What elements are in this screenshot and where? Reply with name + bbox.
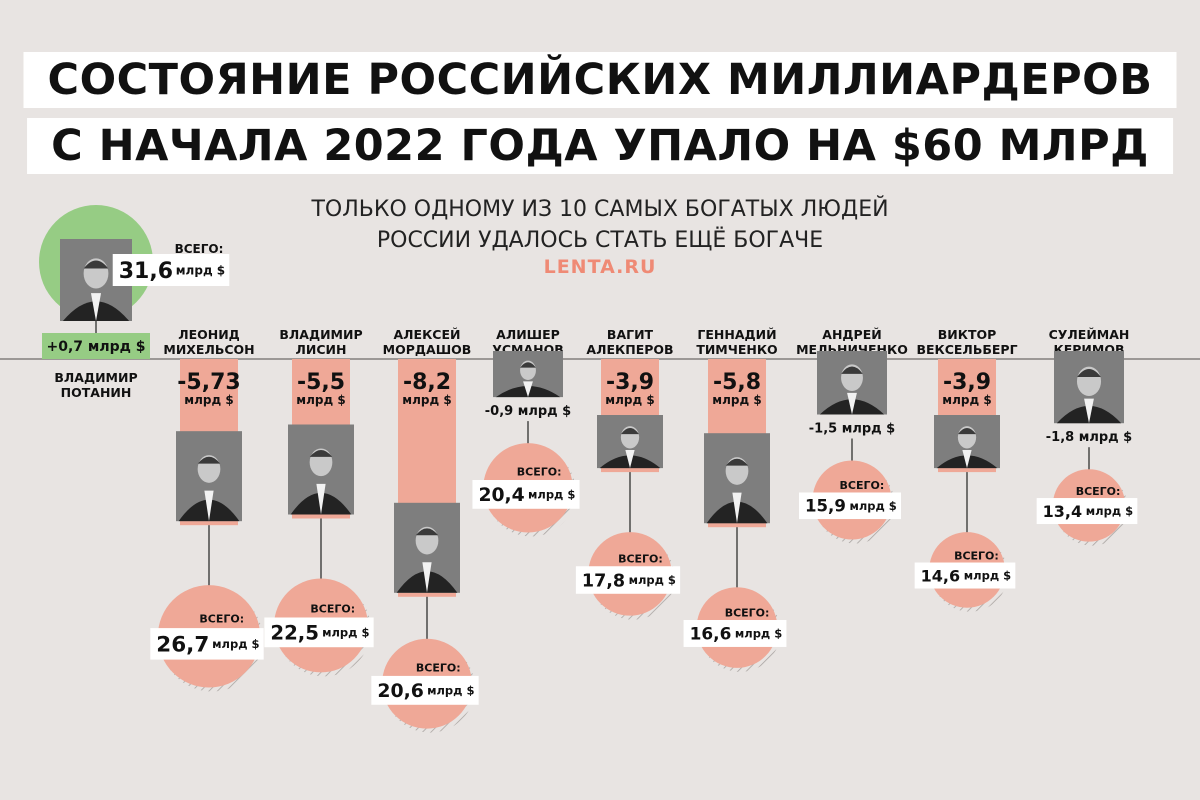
total-pill: 26,7 млрд $: [150, 628, 264, 660]
portrait: [817, 351, 887, 415]
total-label: ВСЕГО:: [310, 603, 355, 616]
total-pill: 16,6 млрд $: [683, 619, 787, 647]
total-value: 20,4: [478, 485, 524, 506]
name-line-2: МОРДАШОВ: [383, 342, 472, 357]
change-label: -5,73: [177, 370, 240, 395]
portrait: [1054, 351, 1124, 424]
name-line-1: ВЛАДИМИР: [279, 327, 362, 342]
portrait: [934, 415, 1000, 469]
total-label: ВСЕГО:: [199, 612, 244, 625]
total-label: ВСЕГО:: [517, 466, 562, 479]
name-line-1: СУЛЕЙМАН: [1049, 327, 1130, 342]
title-line-1: СОСТОЯНИЕ РОССИЙСКИХ МИЛЛИАРДЕРОВ: [23, 52, 1177, 108]
change-unit: млрд $: [184, 393, 233, 407]
change-label: -0,9 млрд $: [485, 404, 571, 419]
total-value: 16,6: [690, 624, 732, 644]
name-line-1: ВАГИТ: [607, 327, 654, 342]
change-label: -5,8: [713, 370, 761, 395]
change-unit: млрд $: [605, 393, 654, 407]
total-value: 22,5: [270, 621, 319, 644]
portrait: [394, 502, 460, 593]
total-pill: 14,6 млрд $: [914, 562, 1016, 589]
total-value: 31,6: [119, 259, 173, 284]
total-unit: млрд $: [1086, 504, 1133, 518]
total-unit: млрд $: [322, 626, 369, 640]
total-label: ВСЕГО:: [1076, 485, 1121, 498]
name-line-2: ЛИСИН: [296, 342, 347, 357]
change-unit: млрд $: [296, 393, 345, 407]
name-line-2: ПОТАНИН: [61, 385, 132, 400]
name-line-1: АЛИШЕР: [496, 327, 560, 342]
subtitle-line-1: ТОЛЬКО ОДНОМУ ИЗ 10 САМЫХ БОГАТЫХ ЛЮДЕЙ: [311, 197, 889, 222]
total-unit: млрд $: [735, 627, 782, 641]
change-unit: млрд $: [712, 393, 761, 407]
portrait: [704, 433, 770, 524]
name-line-1: ВЛАДИМИР: [54, 370, 137, 385]
portrait: [493, 351, 563, 398]
total-pill: 22,5 млрд $: [264, 617, 374, 648]
change-unit: млрд $: [402, 393, 451, 407]
total-pill: 20,6 млрд $: [371, 675, 479, 705]
change-label: -1,5 млрд $: [809, 422, 895, 437]
name-line-1: ВИКТОР: [938, 327, 997, 342]
change-label: -3,9: [606, 370, 654, 395]
name-line-1: АЛЕКСЕЙ: [394, 327, 461, 342]
total-label: ВСЕГО:: [725, 607, 770, 620]
total-value: 17,8: [582, 571, 625, 591]
total-label: ВСЕГО:: [840, 479, 885, 492]
title-line-2: С НАЧАЛА 2022 ГОДА УПАЛО НА $60 МЛРД: [27, 118, 1173, 174]
change-label: -1,8 млрд $: [1046, 430, 1132, 445]
total-value: 15,9: [805, 497, 846, 516]
total-pill: 15,9 млрд $: [798, 492, 902, 520]
total-label: ВСЕГО:: [618, 552, 663, 565]
name-line-1: ГЕННАДИЙ: [697, 327, 776, 342]
change-label: -8,2: [403, 370, 451, 395]
change-label: -5,5: [297, 370, 345, 395]
total-unit: млрд $: [212, 637, 259, 651]
total-unit: млрд $: [629, 573, 676, 587]
subtitle: ТОЛЬКО ОДНОМУ ИЗ 10 САМЫХ БОГАТЫХ ЛЮДЕЙ …: [311, 194, 888, 256]
total-label: ВСЕГО:: [954, 550, 999, 563]
name-line-2: ТИМЧЕНКО: [696, 342, 777, 357]
total-unit: млрд $: [964, 569, 1011, 583]
total-label: ВСЕГО:: [175, 242, 224, 256]
total-unit: млрд $: [849, 499, 896, 513]
total-unit: млрд $: [427, 683, 474, 697]
portrait: [597, 415, 663, 469]
total-unit: млрд $: [528, 488, 575, 502]
change-unit: млрд $: [942, 393, 991, 407]
name-line-1: ЛЕОНИД: [178, 327, 240, 342]
total-value: 14,6: [921, 566, 960, 585]
gain-bar: [42, 333, 150, 359]
change-label: +0,7 млрд $: [46, 339, 145, 355]
total-label: ВСЕГО:: [416, 661, 461, 674]
total-pill: 20,4 млрд $: [472, 479, 580, 509]
total-pill: 17,8 млрд $: [575, 566, 681, 594]
total-value: 13,4: [1043, 502, 1082, 521]
name-line-2: МИХЕЛЬСОН: [163, 342, 254, 357]
total-value: 20,6: [377, 680, 424, 702]
portrait: [288, 424, 354, 515]
subtitle-line-2: РОССИИ УДАЛОСЬ СТАТЬ ЕЩЁ БОГАЧЕ: [376, 228, 824, 253]
brand-logo: LENTA.RU: [543, 256, 657, 278]
name-line-2: ВЕКСЕЛЬБЕРГ: [916, 342, 1017, 357]
total-pill: 31,6 млрд $: [112, 254, 230, 286]
total-value: 26,7: [156, 633, 209, 658]
total-pill: 13,4 млрд $: [1036, 498, 1138, 525]
name-line-1: АНДРЕЙ: [822, 327, 881, 342]
total-unit: млрд $: [176, 263, 225, 277]
name-line-2: АЛЕКПЕРОВ: [586, 342, 673, 357]
portrait: [176, 431, 242, 522]
change-label: -3,9: [943, 370, 991, 395]
